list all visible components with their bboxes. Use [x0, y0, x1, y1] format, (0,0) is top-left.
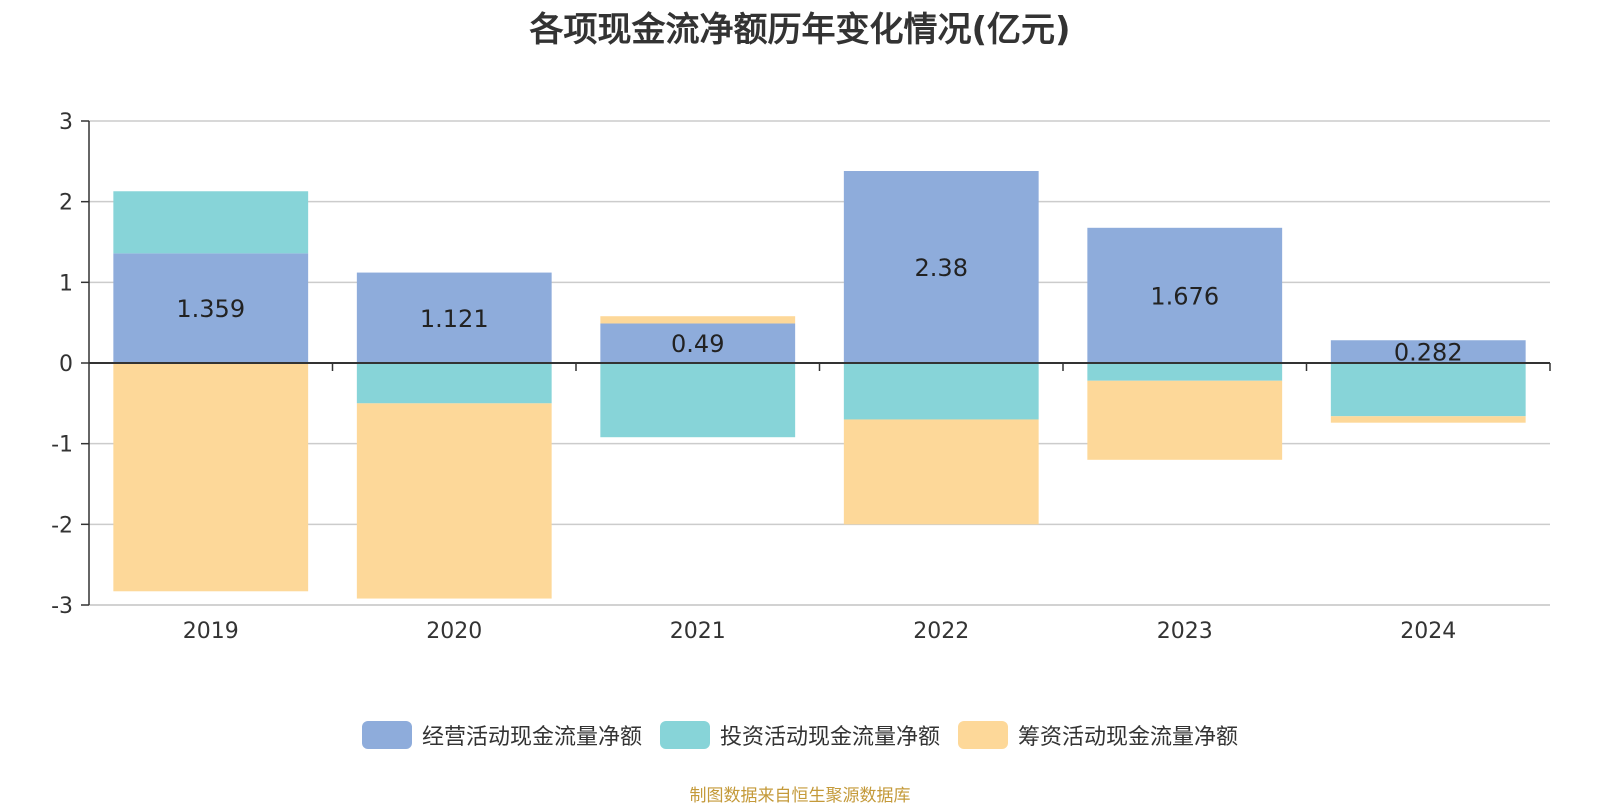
legend-label-operating: 经营活动现金流量净额: [421, 725, 642, 750]
bar-operating-2024: [1330, 340, 1526, 363]
y-tick-label: 3: [59, 110, 73, 135]
bar-investing-2019: [113, 191, 309, 254]
bar-investing-2022: [843, 363, 1039, 420]
legend: 经营活动现金流量净额 投资活动现金流量净额 筹资活动现金流量净额: [0, 719, 1600, 751]
x-tick-label-2022: 2022: [913, 619, 969, 644]
data-label-2022: 2.38: [915, 254, 968, 282]
bars: [113, 171, 1526, 599]
bar-investing-2020: [356, 363, 552, 404]
y-tick-label: 1: [59, 271, 73, 296]
y-tick-label: 0: [59, 352, 73, 377]
bar-operating-2019: [113, 253, 309, 363]
bar-operating-2021: [600, 323, 796, 363]
source-note: 制图数据来自恒生聚源数据库: [689, 786, 911, 806]
bar-operating-2020: [356, 272, 552, 363]
bar-financing-2019: [113, 363, 309, 592]
chart-title: 各项现金流净额历年变化情况(亿元): [529, 10, 1071, 50]
legend-item-investing[interactable]: 投资活动现金流量净额: [659, 719, 940, 751]
data-labels: 1.359 1.121 0.49 2.38 1.676 0.282: [176, 254, 1462, 367]
y-tick-label: 2: [59, 191, 73, 216]
x-tick-label-2020: 2020: [426, 619, 482, 644]
bar-operating-2022: [843, 171, 1039, 363]
data-label-2023: 1.676: [1150, 282, 1219, 310]
bar-investing-2023: [1087, 363, 1283, 381]
x-tick-label-2021: 2021: [670, 619, 726, 644]
bar-financing-2024: [1330, 416, 1526, 423]
legend-item-financing[interactable]: 筹资活动现金流量净额: [958, 719, 1238, 751]
legend-item-operating[interactable]: 经营活动现金流量净额: [361, 719, 642, 751]
bar-investing-2021: [600, 363, 796, 438]
bar-chart: 3 2 1 0 -1 -2 -3 2019 2020 2021 2022 2023 2024 1.359…: [51, 110, 1551, 644]
y-tick-label: -1: [51, 433, 73, 458]
grid-lines: [89, 120, 1550, 606]
x-tick-label-2023: 2023: [1157, 619, 1213, 644]
legend-swatch-operating: [361, 721, 412, 749]
y-tick-label: -3: [51, 594, 73, 619]
y-tick-label: -2: [51, 513, 73, 538]
data-label-2024: 0.282: [1394, 339, 1463, 367]
legend-label-investing: 投资活动现金流量净额: [719, 725, 940, 750]
data-label-2021: 0.49: [671, 330, 724, 358]
legend-swatch-investing: [659, 721, 710, 749]
bar-financing-2023: [1087, 380, 1283, 460]
data-label-2020: 1.121: [420, 305, 489, 333]
x-tick-label-2024: 2024: [1400, 619, 1456, 644]
data-label-2019: 1.359: [176, 295, 245, 323]
bar-investing-2024: [1330, 363, 1526, 417]
bar-financing-2022: [843, 419, 1039, 525]
axes: 3 2 1 0 -1 -2 -3 2019 2020 2021 2022 2023 2024: [51, 110, 1551, 644]
bar-operating-2023: [1087, 227, 1283, 363]
bar-financing-2020: [356, 403, 552, 599]
legend-label-financing: 筹资活动现金流量净额: [1018, 725, 1239, 750]
legend-swatch-financing: [958, 721, 1008, 749]
x-tick-label-2019: 2019: [183, 619, 239, 644]
bar-financing-2021: [600, 316, 796, 324]
